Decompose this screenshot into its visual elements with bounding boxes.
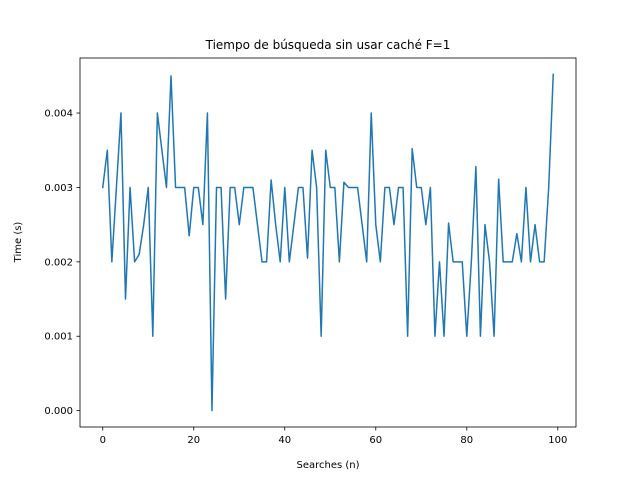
chart-title: Tiempo de búsqueda sin usar caché F=1	[205, 38, 451, 52]
plot-area: 0 20 40 60 80 100 0.000 0.001 0.002 0.003 0.004	[44, 57, 577, 446]
x-tick-label: 0	[100, 435, 106, 446]
y-axis-label: Time (s)	[13, 222, 24, 264]
y-tick-label: 0.002	[44, 257, 73, 268]
x-tick-label: 60	[369, 435, 382, 446]
y-tick-label: 0.001	[44, 332, 73, 343]
y-tick-label: 0.004	[44, 109, 73, 120]
y-tick-label: 0.000	[44, 406, 73, 417]
x-tick-label: 100	[548, 435, 567, 446]
x-tick-label: 40	[278, 435, 291, 446]
x-tick-label: 20	[187, 435, 200, 446]
y-tick-label: 0.003	[44, 183, 73, 194]
axes-frame	[79, 57, 577, 428]
series-line-0	[101, 73, 555, 412]
x-axis-label: Searches (n)	[296, 460, 359, 471]
x-tick-label: 80	[460, 435, 473, 446]
